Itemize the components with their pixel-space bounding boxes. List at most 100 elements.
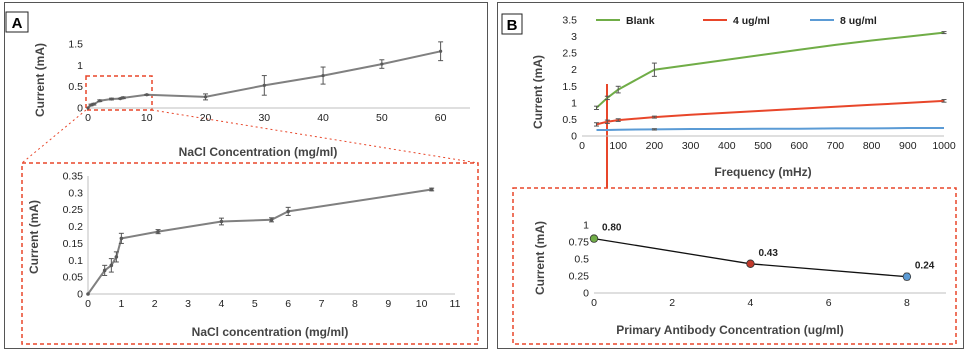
x-tick-label: 0 xyxy=(579,140,585,152)
y-tick-label: 0.15 xyxy=(63,238,84,250)
y-tick-label: 0 xyxy=(583,288,589,300)
data-point xyxy=(118,97,122,101)
data-point xyxy=(429,187,434,192)
x-tick-label: 300 xyxy=(682,140,700,152)
data-point xyxy=(269,218,274,222)
x-tick-label: 11 xyxy=(450,298,461,310)
x-tick-label: 50 xyxy=(376,112,388,124)
x-tick-label: 8 xyxy=(352,298,358,310)
series-line xyxy=(87,188,432,295)
zoom-connector-right xyxy=(151,109,479,164)
y-tick-label: 1 xyxy=(571,97,577,109)
x-tick-label: 30 xyxy=(258,112,270,124)
y-tick-label: 0.3 xyxy=(68,187,83,199)
data-point xyxy=(321,73,325,78)
data-point xyxy=(219,219,224,224)
b-top-xlabel: Frequency (mHz) xyxy=(714,165,811,179)
a-bottom-xlabel: NaCl concentration (mg/ml) xyxy=(192,325,349,339)
x-tick-label: 1 xyxy=(118,298,124,310)
x-tick-label: 100 xyxy=(609,140,627,152)
x-tick-label: 6 xyxy=(285,298,291,310)
b-bottom-xlabel: Primary Antibody Concentration (ug/ml) xyxy=(616,323,844,337)
x-tick-label: 0 xyxy=(85,112,91,124)
inset-box-a xyxy=(21,162,479,345)
x-tick-label: 600 xyxy=(790,140,808,152)
y-tick-label: 0.25 xyxy=(569,271,590,283)
x-tick-label: 4 xyxy=(748,297,754,309)
data-point xyxy=(262,83,266,87)
y-tick-label: 0 xyxy=(77,289,83,301)
y-tick-label: 0.5 xyxy=(68,81,83,93)
x-tick-label: 6 xyxy=(826,297,832,309)
data-label: 0.43 xyxy=(758,248,778,259)
data-label: 0.80 xyxy=(602,223,622,234)
data-label: 0.24 xyxy=(915,261,935,272)
data-point xyxy=(86,292,90,296)
data-point xyxy=(89,103,93,107)
y-tick-label: 2.5 xyxy=(562,48,577,60)
x-tick-label: 40 xyxy=(317,112,329,124)
data-point xyxy=(92,102,96,106)
data-point xyxy=(203,95,208,99)
data-point xyxy=(109,263,114,268)
x-tick-label: 800 xyxy=(863,140,881,152)
x-tick-label: 7 xyxy=(319,298,325,310)
b-bottom-ylabel: Current (mA) xyxy=(533,221,547,295)
x-tick-label: 200 xyxy=(646,140,664,152)
x-tick-label: 900 xyxy=(899,140,917,152)
x-tick-label: 0 xyxy=(591,297,597,309)
y-tick-label: 1.5 xyxy=(68,39,83,51)
y-tick-label: 3 xyxy=(571,31,577,43)
panel-a-badge xyxy=(5,11,29,33)
data-point xyxy=(380,62,384,66)
x-tick-label: 3 xyxy=(185,298,191,310)
data-point xyxy=(589,234,599,243)
x-tick-label: 10 xyxy=(141,112,153,124)
x-tick-label: 8 xyxy=(904,297,910,309)
data-point xyxy=(86,106,90,110)
a-bottom-ylabel: Current (mA) xyxy=(27,200,41,274)
chart-b-top: Frequency (mHz) Current (mA) 0 100 200 300 4… xyxy=(531,15,956,180)
x-tick-label: 10 xyxy=(416,298,428,310)
y-tick-label: 3.5 xyxy=(562,15,577,27)
data-point xyxy=(902,272,912,281)
data-point xyxy=(121,96,125,100)
inset-box-b xyxy=(512,187,957,345)
x-tick-label: 1000 xyxy=(932,140,956,152)
x-tick-label: 4 xyxy=(219,298,225,310)
data-point xyxy=(102,268,107,273)
data-point xyxy=(156,229,160,234)
legend-label: 4 ug/ml xyxy=(733,15,770,27)
y-tick-label: 0.25 xyxy=(63,204,84,216)
y-tick-label: 0 xyxy=(77,103,83,115)
panel-a-frame xyxy=(4,2,488,349)
b-top-ylabel: Current (mA) xyxy=(531,55,545,129)
y-tick-label: 1 xyxy=(77,60,83,72)
y-tick-label: 0 xyxy=(571,131,577,143)
x-tick-label: 500 xyxy=(754,140,772,152)
y-tick-label: 0.5 xyxy=(562,114,577,126)
data-point xyxy=(286,209,290,214)
zoom-connector-left xyxy=(21,109,87,164)
panel-b-label: B xyxy=(507,17,518,34)
y-tick-label: 2 xyxy=(571,64,577,76)
a-top-ylabel: Current (mA) xyxy=(33,43,47,117)
y-tick-label: 0.05 xyxy=(63,272,84,284)
y-tick-label: 0.75 xyxy=(569,237,590,249)
y-tick-label: 1.5 xyxy=(562,81,577,93)
zoom-box-a xyxy=(85,75,153,111)
x-tick-label: 2 xyxy=(152,298,158,310)
chart-a-bottom: NaCl concentration (mg/ml) Current (mA) … xyxy=(27,171,461,340)
series-line xyxy=(596,127,944,131)
legend-label: 8 ug/ml xyxy=(840,15,877,27)
x-tick-label: 5 xyxy=(252,298,258,310)
data-point xyxy=(439,49,443,53)
legend-label: Blank xyxy=(626,15,655,27)
y-tick-label: 0.1 xyxy=(68,255,83,267)
x-tick-label: 60 xyxy=(435,112,447,124)
y-tick-label: 0.5 xyxy=(574,254,589,266)
series-line xyxy=(596,99,945,126)
data-point xyxy=(145,93,149,97)
data-point xyxy=(109,97,114,101)
